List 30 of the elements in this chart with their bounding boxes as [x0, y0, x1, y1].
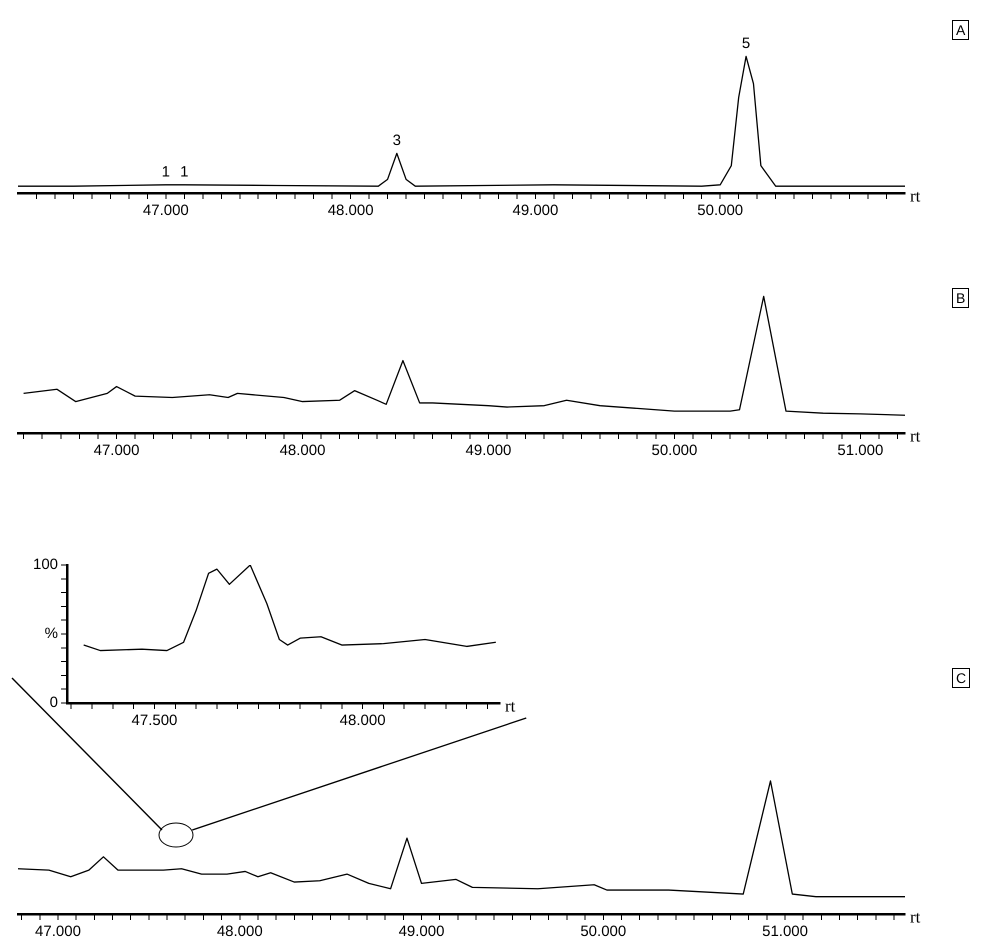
- x-tick-label: 47.000: [35, 923, 81, 940]
- text: C: [952, 668, 970, 688]
- x-tick-label: 50.000: [580, 923, 626, 940]
- x-axis-title: rt: [505, 696, 516, 716]
- x-tick-label: 48.000: [280, 442, 326, 460]
- x-tick-label: 48.000: [216, 923, 263, 940]
- x-tick-label: 50.000: [697, 202, 744, 220]
- x-tick-label: 48.000: [328, 202, 374, 220]
- x-tick-label: 47.000: [94, 442, 140, 460]
- annotation: 1: [162, 163, 170, 180]
- x-tick-label: 49.000: [398, 923, 444, 940]
- x-axis-title: rt: [910, 186, 921, 206]
- x-tick-label: 51.000: [837, 442, 884, 460]
- annotation: 1: [180, 163, 188, 180]
- x-tick-label: 49.000: [512, 202, 558, 220]
- x-tick-label: 50.000: [651, 442, 698, 460]
- y-tick-label: %: [44, 625, 58, 642]
- annotation: 5: [742, 35, 750, 52]
- x-tick-label: 49.000: [466, 442, 512, 460]
- x-axis-title: rt: [910, 907, 921, 926]
- text: A: [952, 20, 970, 40]
- x-tick-label: 51.000: [762, 923, 808, 940]
- x-tick-label: 47.500: [132, 712, 178, 730]
- x-axis-title: rt: [910, 426, 921, 446]
- annotation: 3: [392, 132, 401, 150]
- x-tick-label: 47.000: [142, 202, 189, 220]
- y-tick-label: 100: [32, 556, 58, 574]
- x-tick-label: 48.000: [340, 712, 386, 730]
- y-tick-label: 0: [50, 694, 58, 712]
- text: B: [952, 288, 970, 308]
